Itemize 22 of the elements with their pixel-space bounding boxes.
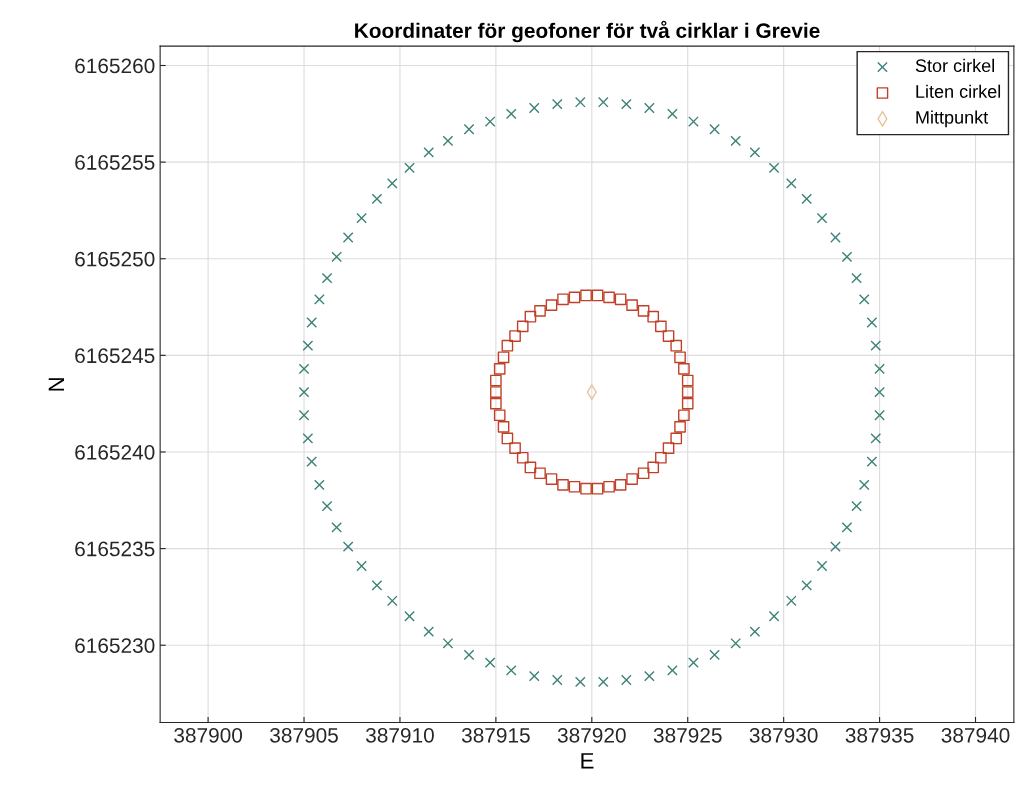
x-tick-label: 387920 <box>557 727 626 743</box>
x-tick-label: 387910 <box>365 727 434 743</box>
x-tick-label: 387905 <box>270 727 338 743</box>
x-tick-label: 387940 <box>941 727 1010 743</box>
x-tick-label: 387930 <box>749 727 818 743</box>
x-tick-label: 387915 <box>461 727 530 743</box>
y-tick-label: 6165260 <box>75 58 155 74</box>
y-tick-label: 6165245 <box>75 348 155 364</box>
x-tick-label: 387900 <box>174 727 243 743</box>
legend-label: Liten cirkel <box>916 84 1001 98</box>
y-axis-title: N <box>48 378 65 391</box>
x-tick-label: 387935 <box>845 727 914 743</box>
y-tick-label: 6165240 <box>75 444 155 460</box>
legend-label: Mittpunkt <box>916 110 989 128</box>
y-tick-label: 6165230 <box>75 638 155 653</box>
y-tick-label: 6165250 <box>75 251 155 267</box>
y-tick-label: 6165235 <box>75 541 155 557</box>
legend-label: Stor cirkel <box>915 58 994 73</box>
y-tick-label: 6165255 <box>75 155 155 170</box>
chart-title: Koordinater för geofoner för två cirklar i Grevie <box>355 20 820 43</box>
x-tick-label: 387925 <box>653 727 722 743</box>
x-axis-title: E <box>581 753 594 769</box>
